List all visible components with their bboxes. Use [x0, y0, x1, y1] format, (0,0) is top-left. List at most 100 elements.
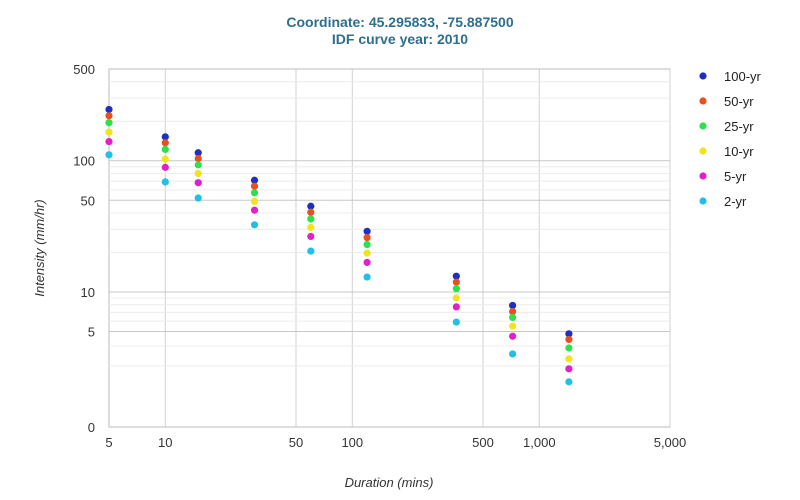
- x-tick-label: 50: [289, 435, 303, 450]
- data-point: [509, 307, 517, 316]
- legend-marker: [699, 172, 707, 180]
- data-point: [363, 273, 371, 281]
- data-point: [452, 272, 460, 280]
- data-point: [250, 221, 259, 229]
- data-point: [509, 350, 517, 358]
- data-point: [194, 149, 202, 157]
- data-point: [250, 189, 259, 197]
- data-point: [363, 227, 371, 235]
- data-point: [509, 313, 517, 322]
- data-point: [105, 105, 113, 114]
- legend-item: 50-yr: [699, 94, 754, 109]
- data-point: [307, 202, 315, 210]
- legend-label: 100-yr: [724, 69, 762, 84]
- chart-title: Coordinate: 45.295833, -75.887500: [286, 14, 514, 30]
- series-50-yr: [105, 112, 573, 344]
- data-point: [452, 285, 460, 293]
- data-point: [194, 161, 202, 169]
- chart-subtitle: IDF curve year: 2010: [331, 31, 469, 47]
- legend-item: 2-yr: [699, 194, 747, 209]
- data-point: [105, 112, 113, 120]
- legend-label: 2-yr: [724, 194, 747, 209]
- x-tick-label: 5,000: [654, 435, 687, 450]
- plot-area: [108, 68, 671, 428]
- data-point: [452, 294, 460, 302]
- legend-label: 50-yr: [724, 94, 754, 109]
- legend-marker: [699, 197, 707, 205]
- data-point: [161, 163, 169, 171]
- series-25-yr: [105, 119, 573, 352]
- legend-item: 25-yr: [699, 119, 754, 134]
- data-point: [161, 133, 169, 141]
- legend-label: 5-yr: [724, 169, 747, 184]
- data-point: [194, 154, 202, 163]
- legend-item: 5-yr: [699, 169, 747, 184]
- data-point: [161, 155, 169, 163]
- legend-label: 10-yr: [724, 144, 754, 159]
- data-point: [105, 119, 113, 127]
- data-point: [509, 322, 517, 330]
- x-tick-label: 5: [105, 435, 112, 450]
- data-point: [565, 335, 573, 344]
- data-point: [565, 365, 573, 373]
- y-tick-label: 5: [88, 325, 95, 340]
- data-point: [509, 301, 517, 310]
- data-points: [105, 105, 573, 386]
- data-point: [363, 249, 371, 257]
- x-tick-labels: 5 10 50 100 500 1,000 5,000: [105, 435, 686, 450]
- x-tick-label: 10: [158, 435, 172, 450]
- data-point: [250, 197, 259, 206]
- legend-label: 25-yr: [724, 119, 754, 134]
- data-point: [363, 240, 371, 249]
- data-point: [194, 179, 202, 187]
- legend-marker: [699, 72, 707, 80]
- y-axis-label: Intensity (mm/hr): [32, 199, 47, 297]
- data-point: [307, 232, 315, 241]
- legend-item: 10-yr: [699, 144, 754, 159]
- data-point: [565, 355, 573, 363]
- y-tick-label: 10: [81, 285, 95, 300]
- series-100-yr: [105, 105, 573, 338]
- data-point: [565, 378, 573, 386]
- legend-marker: [699, 147, 707, 155]
- data-point: [105, 151, 113, 159]
- data-point: [250, 176, 259, 184]
- data-point: [161, 178, 169, 186]
- data-point: [250, 182, 259, 190]
- data-point: [307, 215, 315, 223]
- data-point: [452, 318, 460, 326]
- data-point: [194, 194, 202, 202]
- x-tick-label: 1,000: [523, 435, 556, 450]
- data-point: [307, 223, 315, 232]
- grid-lines: [109, 69, 671, 427]
- chart-title-block: Coordinate: 45.295833, -75.887500 IDF cu…: [0, 14, 800, 48]
- data-point: [509, 332, 517, 340]
- data-point: [105, 137, 113, 146]
- data-point: [161, 145, 169, 154]
- legend: 100-yr 50-yr 25-yr 10-yr 5-yr 2-yr: [699, 69, 762, 209]
- data-point: [105, 128, 113, 136]
- y-tick-label: 50: [81, 193, 95, 208]
- x-axis-label: Duration (mins): [345, 475, 434, 490]
- y-tick-label: 0: [88, 420, 95, 435]
- data-point: [363, 233, 371, 242]
- data-point: [250, 206, 259, 214]
- data-point: [565, 344, 573, 352]
- data-point: [307, 208, 315, 216]
- series-2-yr: [105, 151, 573, 386]
- series-5-yr: [105, 137, 573, 373]
- legend-marker: [699, 122, 707, 130]
- data-point: [307, 247, 315, 255]
- data-point: [452, 278, 460, 286]
- legend-item: 100-yr: [699, 69, 762, 84]
- data-point: [565, 330, 573, 338]
- data-point: [161, 139, 169, 147]
- x-tick-label: 100: [341, 435, 363, 450]
- data-point: [452, 303, 460, 311]
- legend-marker: [699, 97, 707, 105]
- y-tick-label: 100: [73, 154, 95, 169]
- y-tick-label: 500: [73, 62, 95, 77]
- series-10-yr: [105, 128, 573, 363]
- data-point: [363, 258, 371, 267]
